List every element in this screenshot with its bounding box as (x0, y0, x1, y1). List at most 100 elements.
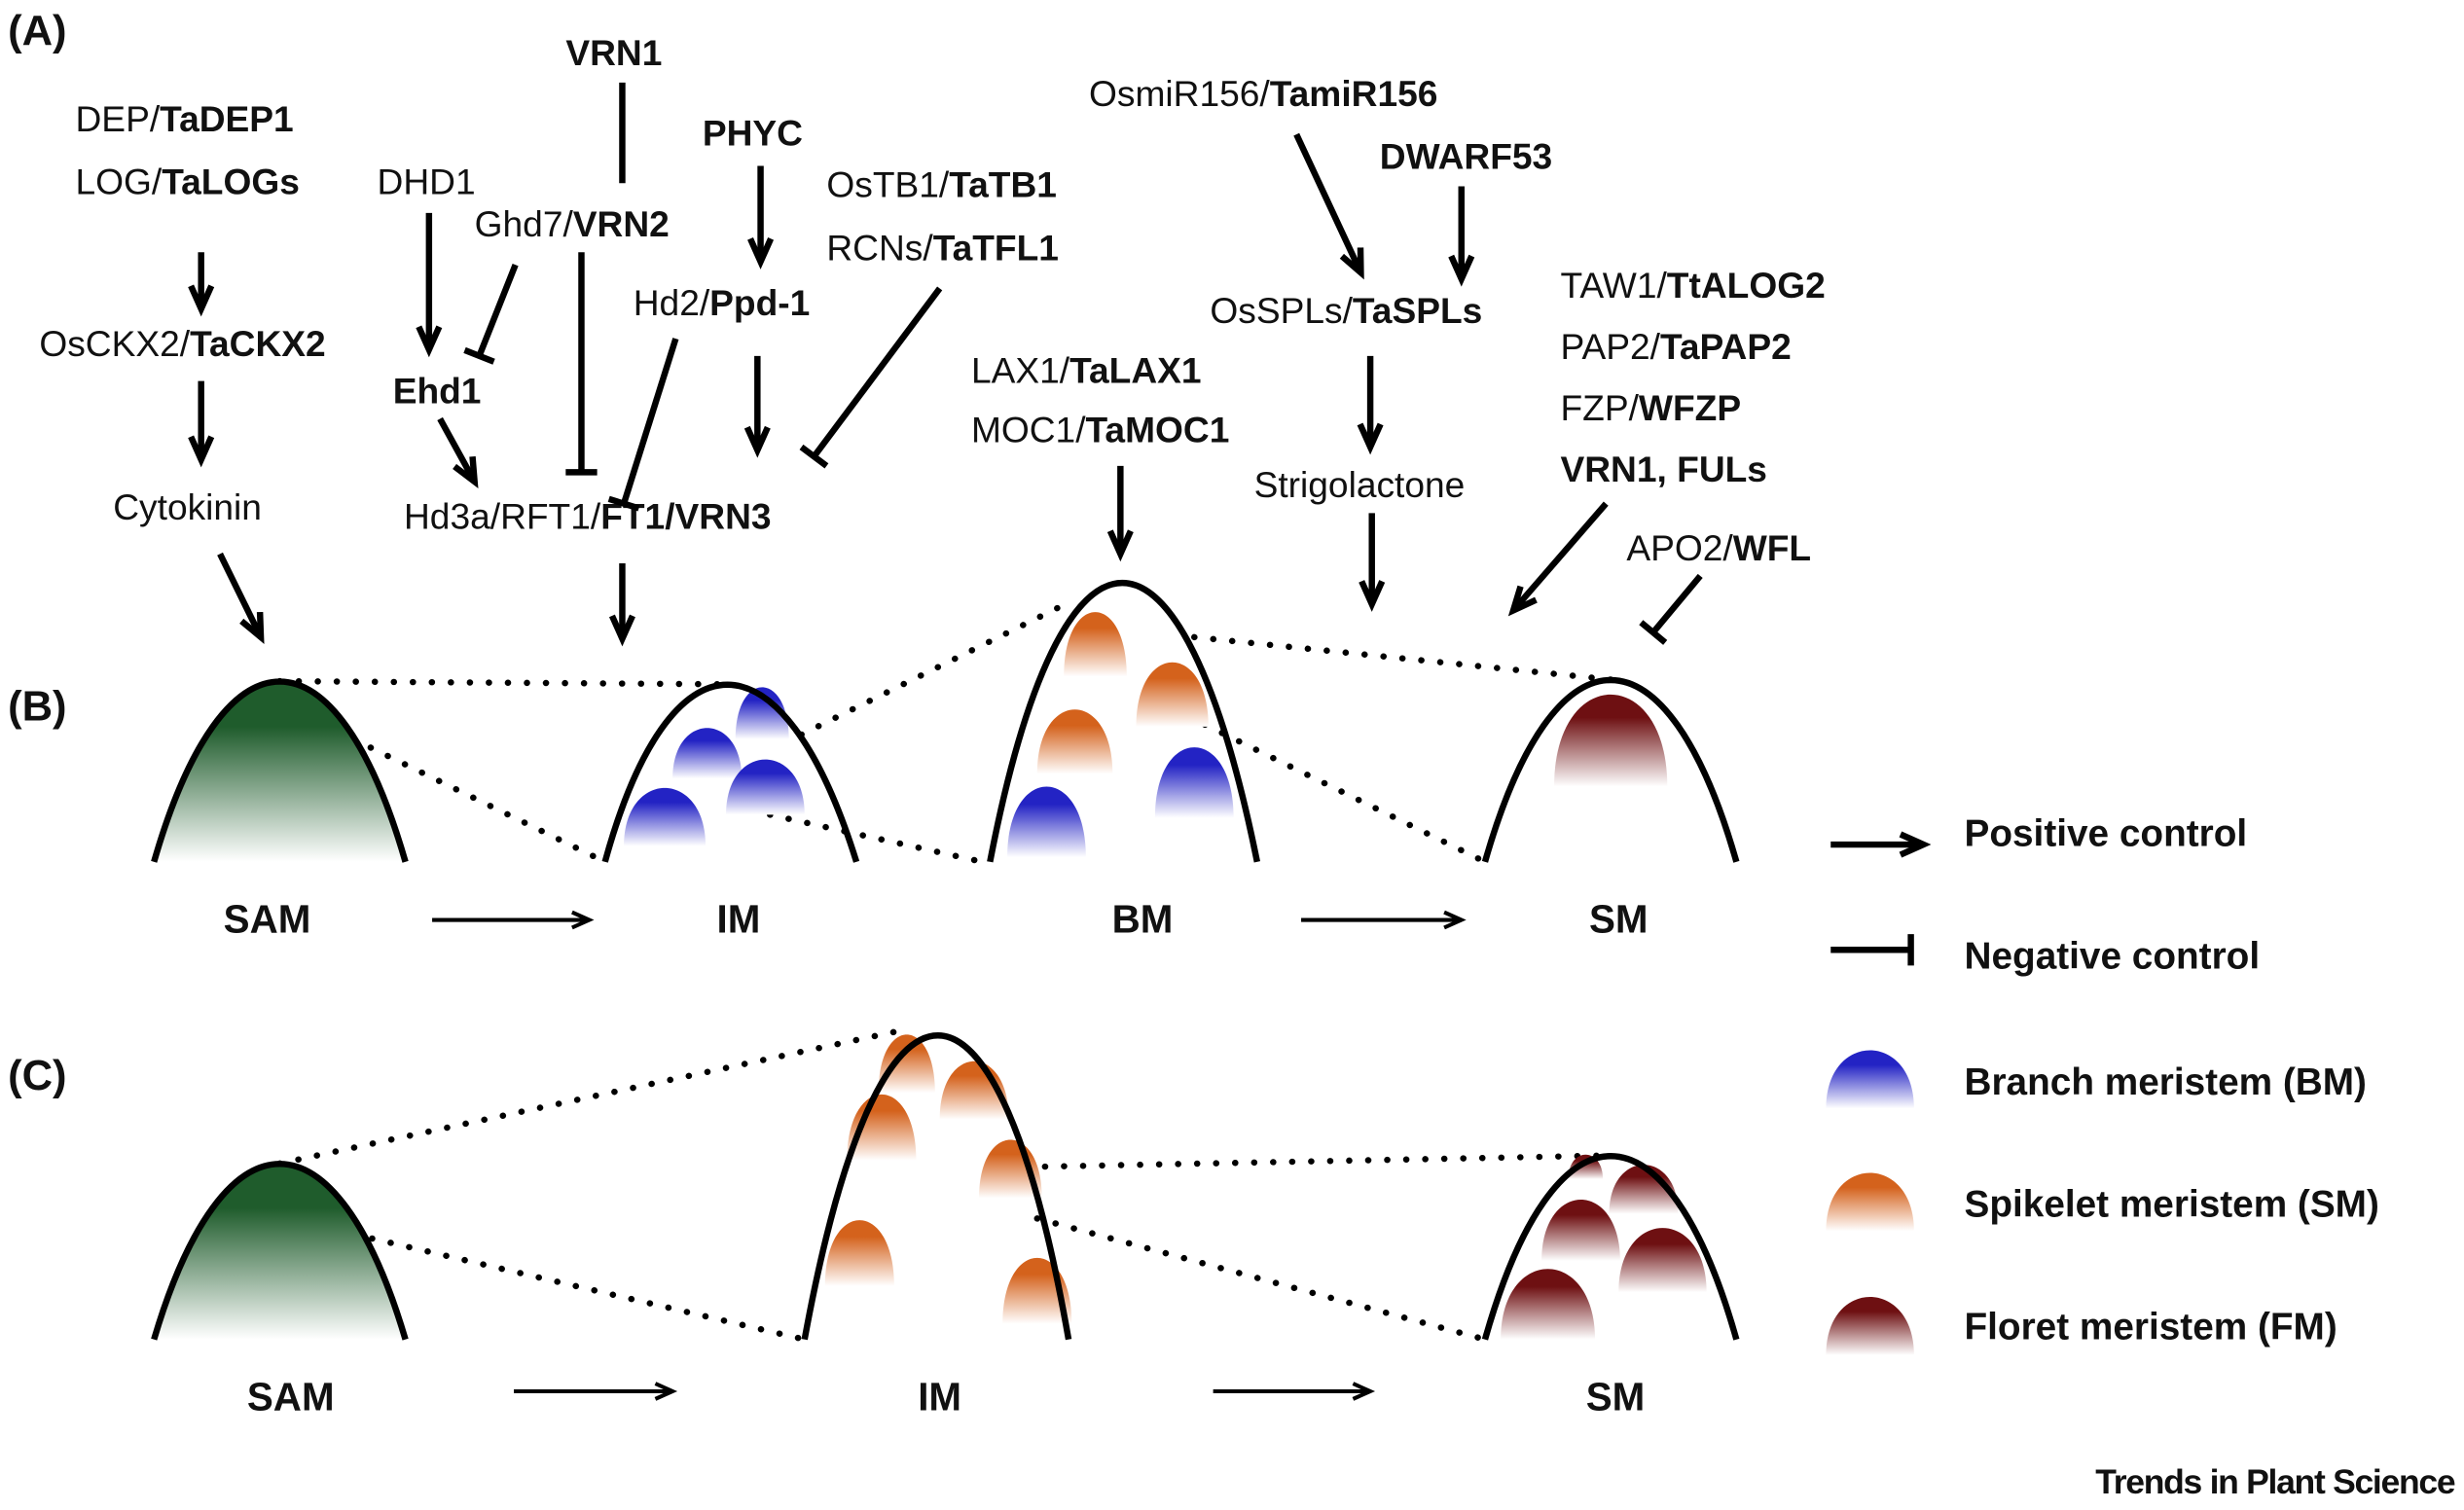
dome-b-sam (151, 678, 409, 863)
edge-ckx2-to-cytokinin (188, 380, 215, 468)
gene-vrn1-fuls: VRN1, FULs (1560, 449, 1766, 489)
arrow-head-icon (571, 910, 595, 930)
edge-dwarf53-to-spls (1448, 186, 1475, 287)
inhibit-bar-icon (1639, 620, 1668, 645)
gene-vrn1: VRN1 (565, 32, 662, 73)
edge-strigolactone-to-sm (1359, 513, 1386, 612)
arrow-head-icon (1359, 580, 1386, 612)
gene-log: LOG/TaLOGs (76, 162, 300, 202)
zoom-dotted-line (1033, 1215, 1489, 1343)
blob-meristem (1007, 786, 1086, 857)
blob-branch-meristem (672, 728, 743, 779)
blob-branch-meristem (624, 787, 707, 846)
edge-ehd1-to-hd3a (437, 416, 479, 488)
stage-arrow-sam-im (432, 910, 595, 930)
arrow-head-icon (188, 284, 215, 317)
gene-dep: DEP/TaDEP1 (76, 98, 294, 139)
gene-moc1: MOC1/TaMOC1 (971, 410, 1229, 450)
zoom-dotted-line (350, 1231, 809, 1343)
stage-arrow-bm-sm (1301, 910, 1467, 930)
arrow-head-icon (1443, 910, 1467, 930)
dome-c-sm (1481, 1153, 1740, 1341)
stage-b-sm: SM (1589, 896, 1649, 941)
stage-c-sam: SAM (247, 1374, 335, 1419)
edge-moc1-to-bm (1106, 465, 1134, 562)
arrow-head-icon (416, 325, 443, 358)
inhibit-bar-icon (607, 495, 640, 512)
stage-arrow-sam-im-c (514, 1382, 678, 1401)
blob-spikelet-meristem (878, 1034, 935, 1094)
blob-spikelet-meristem (824, 1220, 894, 1286)
regulatory-edges (188, 82, 1932, 1401)
gene-pap2: PAP2/TaPAP2 (1560, 326, 1791, 367)
blob-branch-meristem (726, 759, 805, 815)
arrow-head-icon (1448, 254, 1475, 287)
edge-cytokinin-to-sam (217, 552, 265, 645)
arrow-head-icon (1339, 247, 1364, 280)
blob-meristem (1064, 612, 1127, 677)
edge-phyc-to-ppd1 (747, 165, 775, 270)
stage-b-im: IM (717, 896, 761, 941)
arrow-head-icon (1106, 529, 1134, 562)
arrow-head-icon (1899, 831, 1932, 858)
gene-ostb1: OsTB1/TaTB1 (826, 164, 1057, 205)
gene-phyc: PHYC (703, 112, 803, 153)
edge-spls-to-strigolactone (1357, 355, 1384, 455)
legend-arrow-icon (1830, 831, 1932, 858)
edge-ppd1-to-ft1 (743, 355, 771, 458)
arrow-head-icon (1352, 1382, 1376, 1401)
legend-negative-label: Negative control (1964, 936, 2260, 978)
gene-taw1: TAW1/TtALOG2 (1560, 265, 1825, 306)
legend-fm-blob-icon (1826, 1297, 1914, 1355)
gene-dhd1: DHD1 (378, 162, 476, 202)
gene-apo2: APO2/WFL (1626, 527, 1811, 568)
arrow-head-icon (654, 1382, 678, 1401)
legend-inhibit-icon (1830, 934, 1914, 966)
legend-sm-blob-icon (1826, 1172, 1914, 1232)
dome-b-sam-fill (154, 681, 406, 862)
gene-osmir156: OsmiR156/TamiR156 (1089, 73, 1437, 114)
gene-osckx2: OsCKX2/TaCKX2 (39, 323, 325, 364)
edge-hd2-inhibits-hd3a (607, 338, 679, 512)
dome-b-sm (1481, 676, 1740, 863)
panel-label-b: (B) (8, 683, 67, 730)
blob-meristem (1136, 662, 1209, 727)
edge-vrn1-fuls-to-sm (1507, 501, 1609, 617)
blob-meristem (1154, 747, 1234, 818)
blob-branch-meristem (735, 687, 789, 739)
stage-c-sm: SM (1586, 1374, 1646, 1419)
gene-hd3a: Hd3a/RFT1/FT1/VRN3 (404, 495, 772, 536)
edge-mir156-to-spls (1293, 132, 1364, 280)
inhibit-bar-icon (799, 444, 829, 469)
inhibit-bar-icon (463, 346, 495, 365)
gene-fzp: FZP/WFZP (1560, 387, 1741, 428)
edge-dep-to-ckx2 (188, 252, 215, 317)
gene-cytokinin: Cytokinin (113, 486, 262, 527)
arrow-head-icon (188, 435, 215, 468)
arrow-head-icon (1357, 422, 1384, 455)
arrow-head-icon (453, 456, 479, 488)
gene-dwarf53: DWARF53 (1380, 136, 1552, 177)
edge-apo2-inhibits-sm (1639, 573, 1703, 645)
legend-sm-label: Spikelet meristem (SM) (1964, 1184, 2378, 1226)
stage-c-im: IM (918, 1374, 961, 1419)
meristem-shapes (151, 580, 1914, 1355)
edge-ghd7-inhibits-ehd1 (463, 263, 519, 365)
gene-lax1: LAX1/TaLAX1 (971, 349, 1202, 390)
legend-fm-label: Floret meristem (FM) (1964, 1307, 2337, 1348)
footer-journal: Trends in Plant Science (2095, 1462, 2455, 1501)
gene-rcns: RCNs/TaTFL1 (826, 227, 1059, 268)
edge-dhd1-to-ehd1 (416, 212, 443, 358)
blob-floret-meristem (1618, 1228, 1707, 1293)
arrow-head-icon (608, 614, 635, 647)
edge-rcns-inhibits-ft1 (799, 286, 943, 469)
stage-b-bm: BM (1112, 896, 1174, 941)
legend-positive-label: Positive control (1964, 813, 2247, 855)
dome-c-sam-fill (154, 1164, 406, 1340)
gene-ehd1: Ehd1 (393, 370, 482, 411)
panel-label-c: (C) (8, 1053, 67, 1099)
gene-strigolactone: Strigolactone (1254, 464, 1466, 505)
blob-floret-meristem (1541, 1199, 1620, 1261)
dome-c-sam (151, 1161, 409, 1341)
arrow-head-icon (743, 425, 771, 458)
